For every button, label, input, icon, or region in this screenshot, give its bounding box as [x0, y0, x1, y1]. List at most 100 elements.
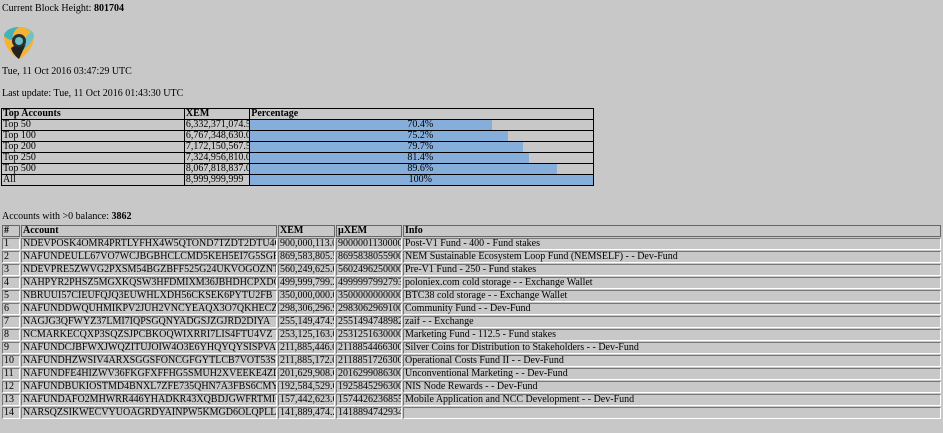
micro-xem-balance: 560249625000000	[336, 264, 402, 276]
table-row: 9 NAFUNDCJBFWXJWQZITUJOIW4O3E6YHQYQYSISPV…	[2, 342, 941, 354]
percentage-cell: 100%	[250, 175, 593, 185]
table-row: 13 NAFUNDAFO2MHWRR446YHADKR43XQBDJGWFRTMI…	[2, 394, 941, 406]
account-info: poloniex.com cold storage - - Exchange W…	[403, 277, 941, 289]
xem-balance: 211,885,446.63	[278, 342, 335, 354]
percentage-bar	[250, 120, 492, 130]
block-height-value: 801704	[93, 3, 124, 14]
account-address: NARSQZSIKWECVYUOAGRDYAINPW5KMGD6OLQPLLDF	[21, 407, 277, 419]
header-top-accounts: Top Accounts	[2, 109, 184, 119]
rank: 2	[2, 251, 20, 263]
micro-xem-balance: 211885446630000	[336, 342, 402, 354]
percentage-cell: 79.7%	[250, 142, 593, 152]
account-address: NBRUUI57CIEUFQJQ3EUWHLXDH56CKSEK6PYTU2FB	[21, 290, 277, 302]
xem-balance: 350,000,000.00	[278, 290, 335, 302]
account-address: NAFUNDEULL67VO7WCJBGBHCLCMD5KEH5EI7G5SGR	[21, 251, 277, 263]
account-address: NDEVPOSK4OMR4PRTLYFHX4W5QTOND7TZDT2DTU4Q	[21, 238, 277, 250]
table-row: 5 NBRUUI57CIEUFQJQ3EUWHLXDH56CKSEK6PYTU2F…	[2, 290, 941, 302]
percentage-cell: 81.4%	[250, 153, 593, 163]
percentage-value: 81.4%	[407, 153, 434, 163]
header-xem: XEM	[278, 225, 335, 237]
account-address: NAFUNDHZWSIV4ARXSGGSFONCGFGYTLCB7VOT53SR	[21, 355, 277, 367]
top-accounts-table: Top Accounts XEM Percentage Top 50 6,332,…	[1, 108, 594, 186]
percentage-cell: 89.6%	[250, 164, 593, 174]
account-address: NAHPYR2PHSZ5MGXKQSW3HFDMIXM36JBHDHCPXDQB	[21, 277, 277, 289]
micro-xem-balance: 298306296910000	[336, 303, 402, 315]
table-row: 6 NAFUNDDWQUHMIKPV2JUH2VNCYEAQX3O7QKHECZU…	[2, 303, 941, 315]
current-date: Tue, 11 Oct 2016 03:47:29 UTC	[2, 66, 132, 77]
top-label: Top 500	[2, 164, 184, 174]
top-accounts-row: Top 500 8,067,818,837.08 89.6%	[2, 164, 593, 174]
top-accounts-row: Top 200 7,172,150,567.51 79.7%	[2, 142, 593, 152]
rank: 5	[2, 290, 20, 302]
header-info: Info	[403, 225, 941, 237]
top-label: Top 100	[2, 131, 184, 141]
micro-xem-balance: 869583805590000	[336, 251, 402, 263]
micro-xem-balance: 350000000000000	[336, 290, 402, 302]
top-accounts-row: All 8,999,999,999 100%	[2, 175, 593, 185]
top-xem: 6,332,371,074.51	[184, 120, 250, 130]
percentage-value: 70.4%	[407, 120, 434, 130]
rank: 1	[2, 238, 20, 250]
percentage-cell: 75.2%	[250, 131, 593, 141]
top-accounts-row: Top 250 7,324,956,810.09 81.4%	[2, 153, 593, 163]
account-info: zaif - - Exchange	[403, 316, 941, 328]
xem-balance: 560,249,625.00	[278, 264, 335, 276]
percentage-bar	[250, 131, 508, 141]
account-info: Mobile Application and NCC Development -…	[403, 394, 941, 406]
table-row: 8 NCMARKECQXP3SQZSJPCBKOQWIXRRI7LIS4FTU4V…	[2, 329, 941, 341]
header-account: Account	[21, 225, 277, 237]
top-accounts-row: Top 100 6,767,348,630.08 75.2%	[2, 131, 593, 141]
table-row: 2 NAFUNDEULL67VO7WCJBGBHCLCMD5KEH5EI7G5SG…	[2, 251, 941, 263]
top-label: Top 250	[2, 153, 184, 163]
rank: 10	[2, 355, 20, 367]
micro-xem-balance: 141889474293478	[336, 407, 402, 419]
top-xem: 8,999,999,999	[184, 175, 250, 185]
percentage-value: 89.6%	[407, 164, 434, 174]
table-row: 3 NDEVPRE5ZWVG2PXSM54BGZBFF525G24UKVOGOZN…	[2, 264, 941, 276]
header-percentage: Percentage	[250, 109, 593, 119]
percentage-value: 75.2%	[407, 131, 434, 141]
account-info: Operational Costs Fund II - - Dev-Fund	[403, 355, 941, 367]
rank: 7	[2, 316, 20, 328]
balance-line: Accounts with >0 balance: 3862	[2, 211, 132, 222]
rank: 14	[2, 407, 20, 419]
percentage-bar	[250, 175, 593, 185]
xem-balance: 211,885,172.63	[278, 355, 335, 367]
top-xem: 6,767,348,630.08	[184, 131, 250, 141]
account-address: NAFUNDFE4HIZWV36FKGFXFFHG5SMUH2XVEEKE4ZD	[21, 368, 277, 380]
account-info: Post-V1 Fund - 400 - Fund stakes	[403, 238, 941, 250]
header-xem: XEM	[184, 109, 250, 119]
rank: 6	[2, 303, 20, 315]
xem-balance: 141,889,474.29	[278, 407, 335, 419]
account-info	[403, 407, 941, 419]
block-height-label: Current Block Height:	[2, 3, 92, 14]
accounts-table: # Account XEM µXEM Info 1 NDEVPOSK4OMR4PR…	[1, 224, 942, 420]
accounts-header-row: # Account XEM µXEM Info	[2, 225, 941, 237]
account-info: Pre-V1 Fund - 250 - Fund stakes	[403, 264, 941, 276]
micro-xem-balance: 255149474898214	[336, 316, 402, 328]
balance-value: 3862	[111, 211, 132, 222]
micro-xem-balance: 900000113000000	[336, 238, 402, 250]
micro-xem-balance: 499999799279328	[336, 277, 402, 289]
account-info: NIS Node Rewards - - Dev-Fund	[403, 381, 941, 393]
micro-xem-balance: 157442623685565	[336, 394, 402, 406]
rank: 4	[2, 277, 20, 289]
micro-xem-balance: 201629908630000	[336, 368, 402, 380]
account-address: NDEVPRE5ZWVG2PXSM54BGZBFF525G24UKVOGOZNT	[21, 264, 277, 276]
top-label: Top 50	[2, 120, 184, 130]
account-address: NAGJG3QFWYZ37LMI7IQPSGQNYADGSJZGJRD2DIYA	[21, 316, 277, 328]
micro-xem-balance: 192584529630000	[336, 381, 402, 393]
xem-balance: 201,629,908.63	[278, 368, 335, 380]
percentage-value: 100%	[408, 175, 432, 185]
rank: 3	[2, 264, 20, 276]
xem-balance: 499,999,799.28	[278, 277, 335, 289]
account-address: NAFUNDBUKIOSTMD4BNXL7ZFE735QHN7A3FBS6CMY	[21, 381, 277, 393]
account-info: Community Fund - - Dev-Fund	[403, 303, 941, 315]
xem-balance: 253,125,163.00	[278, 329, 335, 341]
rank: 11	[2, 368, 20, 380]
top-label: All	[2, 175, 184, 185]
top-accounts-row: Top 50 6,332,371,074.51 70.4%	[2, 120, 593, 130]
xem-balance: 192,584,529.63	[278, 381, 335, 393]
block-height-line: Current Block Height: 801704	[2, 3, 124, 14]
table-row: 4 NAHPYR2PHSZ5MGXKQSW3HFDMIXM36JBHDHCPXDQ…	[2, 277, 941, 289]
